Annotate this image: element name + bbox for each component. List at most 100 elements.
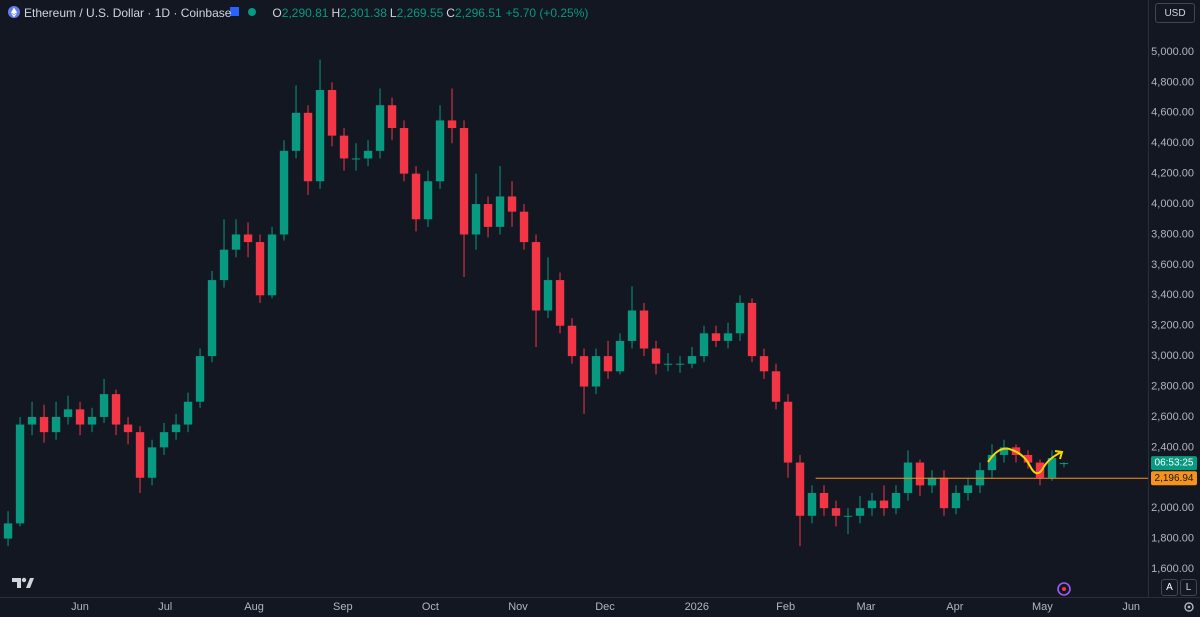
drawing-arrow	[1054, 450, 1064, 460]
y-tick-label: 4,800.00	[1151, 76, 1194, 88]
y-tick-label: 4,200.00	[1151, 168, 1194, 180]
candle-body	[591, 356, 601, 387]
candle-body	[1059, 463, 1069, 465]
legend-key: O	[272, 6, 282, 20]
candle-body	[639, 310, 649, 349]
candle-body	[723, 333, 733, 341]
x-tick-label: Apr	[946, 601, 963, 613]
candle-body	[507, 196, 517, 212]
x-tick-label: Nov	[508, 601, 528, 613]
candle-body	[327, 90, 337, 136]
candle-body	[291, 112, 301, 151]
legend-value: 2,301.38	[340, 6, 387, 20]
candle-body	[963, 485, 973, 493]
candle-body	[567, 325, 577, 357]
candle-body	[711, 333, 721, 341]
candle-body	[1035, 462, 1045, 478]
candle-body	[351, 158, 361, 160]
candle-body	[555, 280, 565, 326]
candle-body	[807, 492, 817, 516]
candle-body	[195, 356, 205, 402]
y-tick-label: 3,000.00	[1151, 350, 1194, 362]
legend-key: C	[446, 6, 455, 20]
plot	[3, 59, 1148, 547]
candle-body	[951, 492, 961, 509]
candle-body	[579, 356, 589, 387]
x-tick-label: May	[1032, 601, 1053, 613]
candle-body	[279, 150, 289, 235]
candle-body	[147, 447, 157, 478]
x-tick-label: Sep	[333, 601, 353, 613]
auto-scale-button[interactable]: A	[1161, 579, 1178, 596]
candle-body	[699, 333, 709, 357]
candle-body	[843, 515, 853, 517]
candle-body	[207, 280, 217, 357]
candle-body	[1023, 454, 1033, 463]
candle-body	[771, 371, 781, 402]
candle-body	[315, 90, 325, 182]
x-tick-label: Aug	[244, 601, 264, 613]
candle-body	[819, 492, 829, 509]
candle-body	[483, 204, 493, 227]
candle-body	[435, 120, 445, 182]
candle-body	[183, 401, 193, 425]
candle-body	[375, 105, 385, 151]
x-tick-label: Jun	[1122, 601, 1140, 613]
candle-body	[915, 462, 925, 486]
change: +5.70 (+0.25%)	[505, 6, 589, 20]
candle-body	[63, 409, 73, 417]
candle-body	[399, 128, 409, 174]
candle-body	[675, 363, 685, 365]
candle-body	[303, 112, 313, 182]
candle-body	[447, 120, 457, 129]
y-tick-label: 1,600.00	[1151, 563, 1194, 575]
hline-tag	[1151, 471, 1197, 486]
candle-body	[339, 135, 349, 159]
candle-body	[75, 409, 85, 425]
candle-body	[219, 249, 229, 281]
candle-body	[27, 416, 37, 425]
candle-body	[987, 454, 997, 471]
y-tick-label: 3,200.00	[1151, 320, 1194, 332]
candle-body	[363, 150, 373, 159]
candle-body	[999, 447, 1009, 455]
candle-body	[411, 173, 421, 220]
assistant-icon[interactable]	[1057, 582, 1071, 596]
candle-body	[831, 508, 841, 516]
legend-value: 2,296.51	[454, 6, 502, 20]
candle-body	[663, 363, 673, 365]
y-tick-label: 3,400.00	[1151, 289, 1194, 301]
candle-body	[627, 310, 637, 341]
countdown-tag	[1151, 456, 1197, 471]
drawing-curve	[987, 447, 1063, 475]
log-scale-button[interactable]: L	[1180, 579, 1197, 596]
x-tick-label: Oct	[422, 601, 439, 613]
legend-key: H	[331, 6, 341, 20]
settings-icon[interactable]	[1184, 602, 1194, 612]
candle-body	[267, 234, 277, 296]
currency-button[interactable]: USD	[1155, 3, 1195, 23]
candle-body	[531, 242, 541, 311]
candle-body	[891, 492, 901, 509]
y-tick-label: 4,600.00	[1151, 107, 1194, 119]
candle-body	[423, 181, 433, 220]
y-tick-label: 5,000.00	[1151, 46, 1194, 58]
x-tick-label: Feb	[776, 601, 795, 613]
x-tick-label: 2026	[685, 601, 709, 613]
legend-value: 2,269.55	[396, 6, 444, 20]
candle-body	[39, 416, 49, 433]
candle-body	[15, 424, 25, 524]
candle-body	[867, 500, 877, 509]
y-tick-label: 2,800.00	[1151, 380, 1194, 392]
y-tick-label: 3,800.00	[1151, 228, 1194, 240]
candle-body	[1047, 457, 1057, 478]
x-tick-label: Jul	[158, 601, 172, 613]
x-tick-label: Mar	[857, 601, 876, 613]
candle-body	[51, 416, 61, 433]
candle-body	[99, 394, 109, 417]
candle-body	[123, 424, 133, 433]
legend-key: L	[389, 6, 397, 20]
candle-body	[927, 477, 937, 486]
candle-body	[735, 302, 745, 334]
